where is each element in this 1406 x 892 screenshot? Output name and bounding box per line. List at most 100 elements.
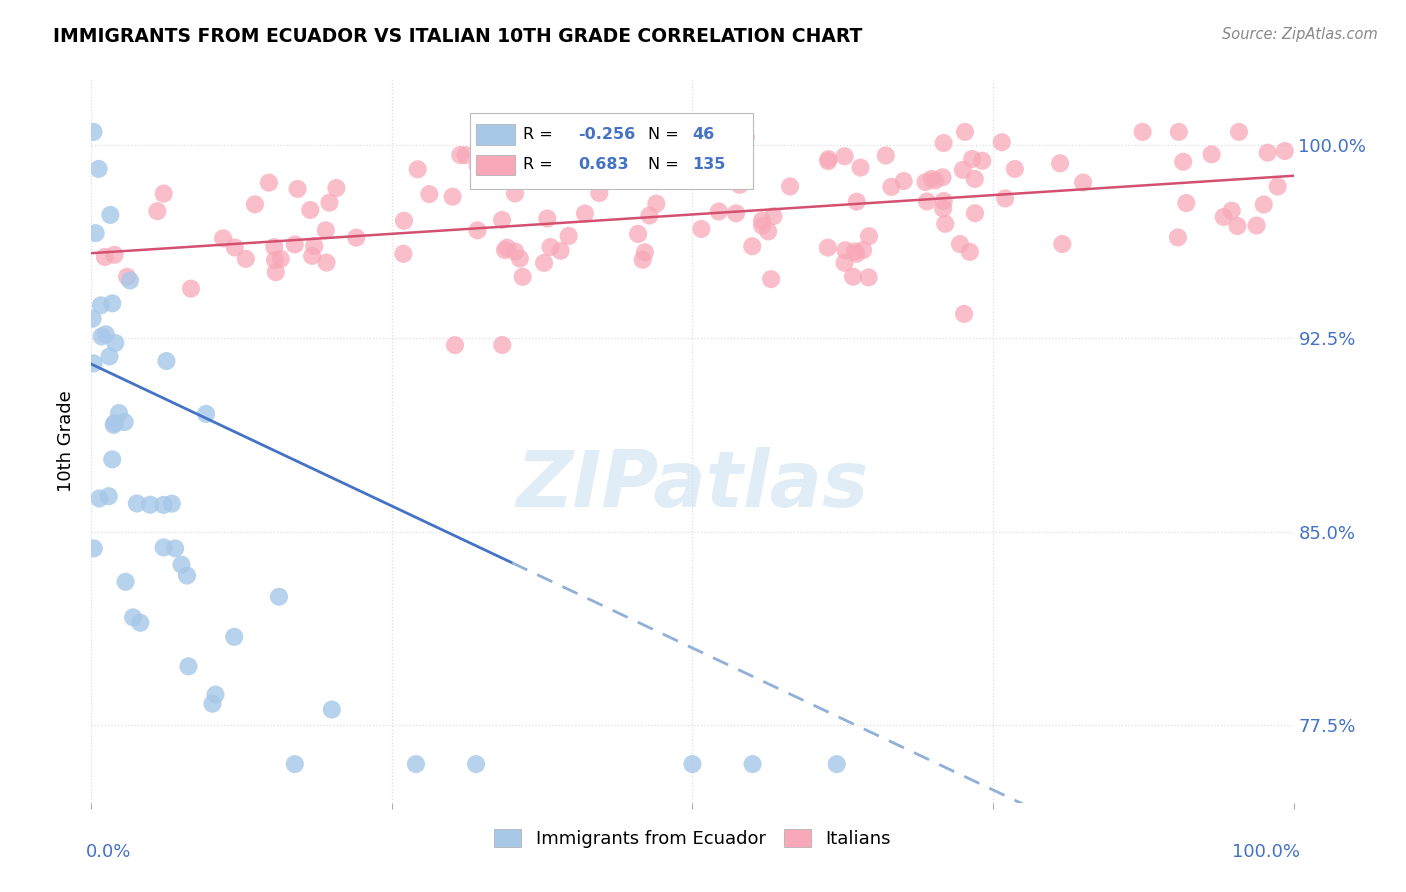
Point <box>972 153 994 168</box>
Point <box>101 296 124 310</box>
Point <box>118 273 141 287</box>
Point <box>101 452 124 467</box>
Point <box>844 244 866 259</box>
Point <box>94 250 117 264</box>
Point <box>491 338 513 352</box>
Point <box>321 702 343 716</box>
Text: ZIPatlas: ZIPatlas <box>516 447 869 523</box>
Point <box>893 174 915 188</box>
Point <box>180 282 202 296</box>
Point <box>512 269 534 284</box>
Point <box>152 541 174 555</box>
Point <box>1226 219 1249 233</box>
Point <box>713 125 735 139</box>
Point <box>318 195 340 210</box>
Point <box>264 265 287 279</box>
Point <box>465 757 488 772</box>
Point <box>934 217 956 231</box>
Point <box>87 161 110 176</box>
Point <box>1246 219 1268 233</box>
Point <box>468 153 491 168</box>
Point <box>302 239 325 253</box>
Point <box>139 498 162 512</box>
Point <box>82 311 104 326</box>
Point <box>567 131 589 145</box>
Point <box>634 245 657 260</box>
Point <box>1173 154 1195 169</box>
Point <box>557 229 579 244</box>
Text: R =: R = <box>523 157 553 172</box>
Point <box>491 157 513 171</box>
Point <box>953 307 976 321</box>
Point <box>284 237 307 252</box>
Point <box>630 171 652 186</box>
FancyBboxPatch shape <box>470 112 752 189</box>
Text: Source: ZipAtlas.com: Source: ZipAtlas.com <box>1222 27 1378 42</box>
Point <box>83 356 105 370</box>
Point <box>482 125 505 139</box>
Point <box>195 407 218 421</box>
Point <box>1052 237 1074 252</box>
Point <box>90 298 112 312</box>
Point <box>533 256 555 270</box>
Point <box>834 149 856 163</box>
Point <box>284 757 307 772</box>
Point <box>1132 125 1154 139</box>
Point <box>741 239 763 253</box>
Point <box>842 269 865 284</box>
Point <box>631 252 654 267</box>
Point <box>550 244 572 258</box>
Point <box>114 574 136 589</box>
Point <box>177 659 200 673</box>
Point <box>405 757 427 772</box>
Text: 135: 135 <box>692 157 725 172</box>
Text: 0.683: 0.683 <box>578 157 628 172</box>
Text: 46: 46 <box>692 127 714 142</box>
Point <box>994 191 1017 205</box>
Point <box>201 697 224 711</box>
Point <box>152 498 174 512</box>
Point <box>344 230 367 244</box>
Point <box>503 244 526 259</box>
Point <box>392 213 415 227</box>
Point <box>914 175 936 189</box>
Point <box>103 248 125 262</box>
Point <box>299 202 322 217</box>
Point <box>98 350 121 364</box>
Point <box>627 227 650 241</box>
Point <box>845 247 868 261</box>
Point <box>673 151 696 165</box>
Point <box>97 489 120 503</box>
Point <box>406 162 429 177</box>
Point <box>103 417 125 432</box>
Point <box>1004 161 1026 176</box>
Point <box>817 152 839 166</box>
Point <box>170 558 193 572</box>
Point <box>725 206 748 220</box>
Point <box>122 610 145 624</box>
Point <box>224 240 246 254</box>
Point <box>418 187 440 202</box>
Point <box>160 497 183 511</box>
Point <box>834 244 856 258</box>
Point <box>467 159 489 173</box>
Text: N =: N = <box>648 127 679 142</box>
Point <box>1071 176 1094 190</box>
Point <box>165 541 187 556</box>
Point <box>762 209 785 223</box>
FancyBboxPatch shape <box>477 154 515 175</box>
Point <box>104 416 127 430</box>
Point <box>1212 210 1234 224</box>
Point <box>825 757 848 772</box>
Text: -0.256: -0.256 <box>578 127 636 142</box>
Point <box>960 152 983 166</box>
Point <box>125 496 148 510</box>
Point <box>1049 156 1071 170</box>
Point <box>146 204 169 219</box>
Point <box>496 241 519 255</box>
Point <box>235 252 257 266</box>
Point <box>1220 203 1243 218</box>
Point <box>503 186 526 201</box>
Text: R =: R = <box>523 127 553 142</box>
Point <box>991 135 1014 149</box>
